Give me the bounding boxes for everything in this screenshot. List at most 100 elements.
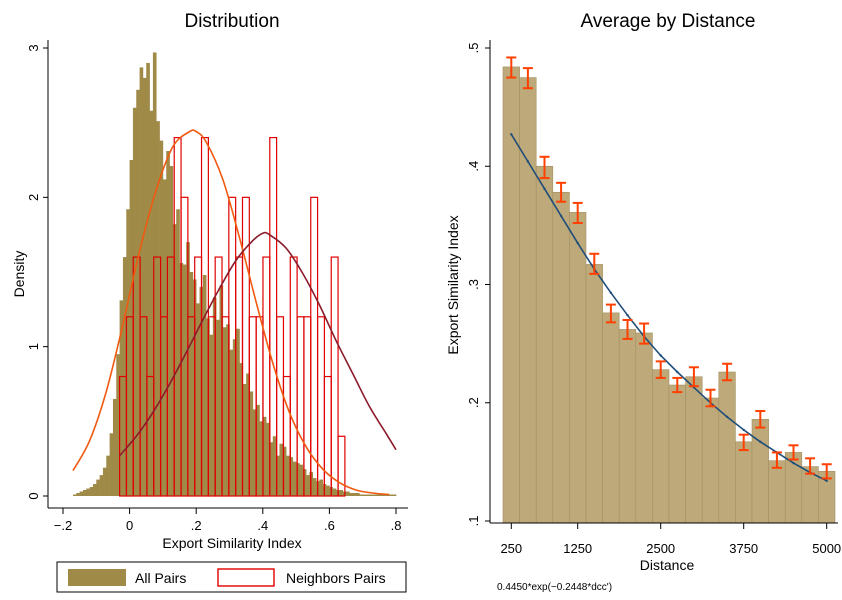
- error-bar: [821, 463, 832, 480]
- fit-point: [609, 291, 613, 294]
- all-pairs-bar: [272, 436, 277, 496]
- normal-fit-all-pairs-line: [72, 129, 390, 496]
- all-pairs-bar: [126, 209, 130, 496]
- all-pairs-bar: [189, 272, 194, 496]
- distance-bar: [652, 369, 670, 524]
- all-pairs-bar: [86, 488, 90, 496]
- all-pairs-bar: [202, 274, 207, 496]
- all-pairs-bar: [119, 300, 124, 496]
- y-tick-label: .5: [466, 43, 481, 54]
- error-bar: [688, 366, 699, 388]
- neighbors-pairs-bar: [337, 435, 346, 497]
- all-pairs-bar: [149, 110, 154, 496]
- x-tick-label: 1250: [563, 541, 592, 556]
- distance-bar: [768, 460, 786, 524]
- all-pairs-bar: [176, 209, 180, 496]
- x-tick-label: 3750: [729, 541, 758, 556]
- all-pairs-bar: [162, 179, 167, 496]
- all-pairs-bar: [349, 493, 354, 496]
- error-bar: [639, 322, 650, 345]
- distance-bar: [569, 212, 587, 524]
- fit-point: [759, 440, 762, 443]
- legend: All Pairs Neighbors Pairs: [56, 561, 407, 593]
- x-tick-label: .6: [324, 518, 335, 533]
- all-pairs-bar: [299, 464, 304, 496]
- all-pairs-bar: [209, 334, 214, 496]
- legend-label-neighbors-pairs: Neighbors Pairs: [286, 570, 386, 586]
- all-pairs-bar: [76, 493, 80, 496]
- error-bar: [506, 56, 517, 79]
- fit-point: [543, 187, 546, 190]
- fit-point: [676, 370, 679, 374]
- all-pairs-bar: [166, 151, 170, 497]
- all-pairs-bar: [156, 121, 160, 497]
- error-bar: [622, 318, 633, 340]
- all-pairs-bar: [112, 398, 117, 496]
- all-pairs-bar: [359, 494, 363, 496]
- fit-point: [742, 428, 745, 432]
- left-x-axis-label: Export Similarity Index: [162, 535, 301, 551]
- right-x-axis-label: Distance: [640, 557, 695, 573]
- all-pairs-bar: [242, 384, 247, 496]
- x-tick-label: 5000: [812, 541, 841, 556]
- error-bar: [672, 376, 683, 394]
- all-pairs-bar: [246, 373, 250, 496]
- all-pairs-bar: [292, 461, 297, 496]
- all-pairs-bar: [389, 494, 393, 496]
- all-pairs-bar: [182, 264, 187, 496]
- all-pairs-bar: [142, 77, 147, 497]
- all-pairs-bar: [169, 165, 174, 496]
- all-pairs-histogram: [72, 52, 397, 497]
- all-pairs-bar: [262, 416, 267, 496]
- distance-bars: [502, 66, 836, 524]
- neighbors-pairs-bar: [310, 196, 319, 497]
- legend-swatch-all-pairs: [68, 569, 126, 586]
- distance-bar: [602, 312, 620, 524]
- all-pairs-bar: [232, 339, 237, 496]
- all-pairs-bar: [352, 493, 357, 496]
- all-pairs-bar: [372, 494, 377, 496]
- error-bars: [506, 56, 832, 480]
- all-pairs-bar: [282, 446, 287, 496]
- distance-bar: [718, 371, 736, 524]
- distance-bar: [519, 77, 537, 524]
- fit-point: [792, 461, 795, 465]
- all-pairs-bar: [266, 422, 270, 496]
- all-pairs-bar: [136, 89, 140, 496]
- y-tick-label: 0: [26, 492, 41, 499]
- legend-swatch-neighbors-pairs: [217, 568, 275, 587]
- distribution-title: Distribution: [184, 11, 279, 32]
- all-pairs-bar: [82, 490, 87, 496]
- error-bar: [788, 444, 799, 461]
- normal-fit-curves: [72, 129, 397, 496]
- all-pairs-bar: [302, 469, 307, 496]
- all-pairs-bar: [99, 475, 104, 496]
- all-pairs-bar: [276, 455, 280, 496]
- all-pairs-bar: [252, 409, 257, 496]
- distribution-panel: Distribution 0 1 2 3 −.2 0 .2 .4 .6 .8 Export Si…: [11, 11, 408, 551]
- all-pairs-bar: [386, 494, 390, 496]
- error-bar: [805, 457, 816, 475]
- all-pairs-bar: [109, 433, 114, 496]
- all-pairs-bar: [319, 479, 324, 496]
- neighbors-pairs-bar: [330, 256, 339, 497]
- error-bar: [738, 433, 749, 452]
- x-tick-label: 250: [500, 541, 522, 556]
- all-pairs-bar: [376, 494, 380, 496]
- all-pairs-bar: [96, 479, 100, 496]
- right-y-axis-label: Export Similarity Index: [445, 215, 461, 354]
- all-pairs-bar: [369, 494, 373, 496]
- right-y-ticks: .1 .2 .3 .4 .5: [466, 43, 490, 527]
- all-pairs-bar: [239, 363, 244, 496]
- all-pairs-bar: [332, 488, 337, 496]
- all-pairs-bar: [392, 494, 397, 496]
- y-tick-label: .1: [466, 516, 481, 527]
- all-pairs-bar: [356, 493, 360, 496]
- fit-point: [659, 354, 662, 357]
- distance-bar: [535, 165, 554, 524]
- y-tick-label: .3: [466, 279, 481, 290]
- all-pairs-bar: [116, 354, 120, 496]
- error-bar: [771, 451, 782, 469]
- error-bar: [605, 303, 616, 324]
